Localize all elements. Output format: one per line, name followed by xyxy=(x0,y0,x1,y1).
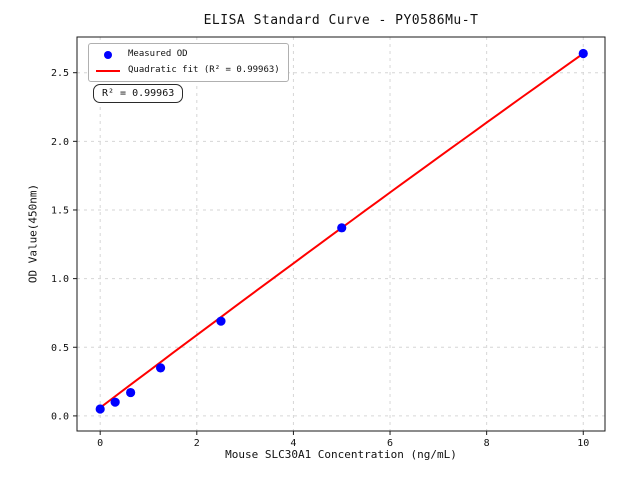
data-point xyxy=(155,363,166,373)
y-axis-label: OD Value(450nm) xyxy=(26,183,40,284)
data-point xyxy=(110,397,120,407)
legend-marker-column xyxy=(96,50,120,59)
y-tick-label: 1.5 xyxy=(51,205,69,216)
y-tick-label: 2.5 xyxy=(51,68,69,79)
y-tick-label: 0.5 xyxy=(51,343,69,354)
scatter-dot-icon xyxy=(104,50,112,59)
legend-entry-quadratic-fit: Quadratic fit (R² = 0.99963) xyxy=(96,64,280,77)
legend-label-quadratic-fit: Quadratic fit (R² = 0.99963) xyxy=(128,65,280,75)
x-tick-label: 10 xyxy=(577,438,589,449)
y-tick-label: 1.0 xyxy=(51,274,69,285)
grid xyxy=(77,37,605,431)
plot-spines xyxy=(76,36,606,432)
legend: Measured OD Quadratic fit (R² = 0.99963) xyxy=(88,43,289,82)
fit-line-icon xyxy=(96,69,120,72)
x-tick-label: 8 xyxy=(484,438,490,449)
data-point xyxy=(126,387,136,398)
data-point xyxy=(95,404,105,414)
y-tick-label: 0.0 xyxy=(51,411,69,422)
y-tick-label: 2.0 xyxy=(51,137,69,148)
data-point xyxy=(578,48,588,59)
axis-ticks xyxy=(73,72,584,435)
x-tick-label: 2 xyxy=(194,438,200,449)
x-tick-label: 6 xyxy=(387,438,393,449)
x-tick-label: 4 xyxy=(290,438,296,449)
data-point xyxy=(337,223,347,233)
legend-entry-measured-od: Measured OD xyxy=(96,48,280,61)
data-point xyxy=(216,316,226,326)
x-axis-label: Mouse SLC30A1 Concentration (ng/mL) xyxy=(225,448,457,461)
tick-labels: 0 2 4 6 8 10 0.0 0.5 1.0 1.5 2.0 2.5 xyxy=(51,68,589,449)
x-tick-label: 0 xyxy=(97,438,103,449)
r-squared-annotation: R² = 0.99963 xyxy=(93,84,184,103)
measured-od-points xyxy=(95,48,588,414)
chart-title: ELISA Standard Curve - PY0586Mu-T xyxy=(203,13,479,28)
legend-label-measured-od: Measured OD xyxy=(128,49,188,59)
legend-marker-column xyxy=(96,69,120,72)
